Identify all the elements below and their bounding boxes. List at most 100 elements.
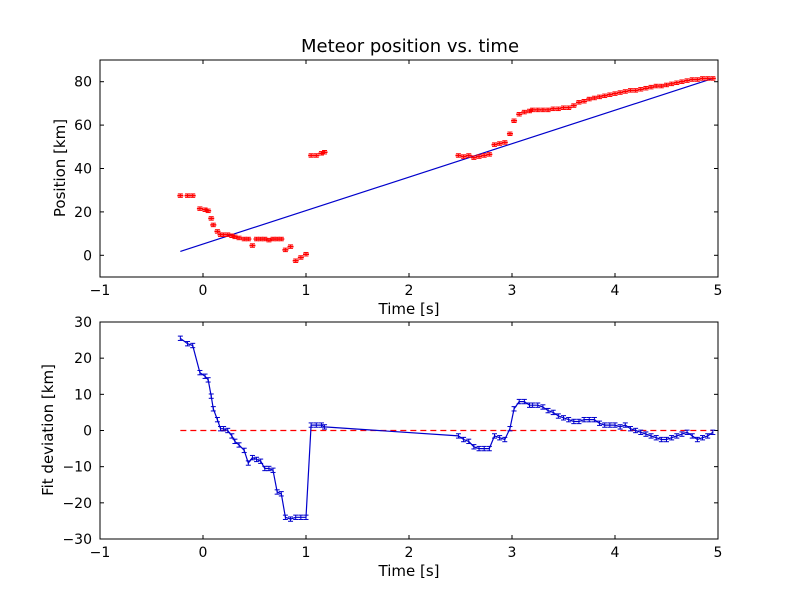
data-point	[633, 427, 639, 434]
x-tick-label: 3	[508, 283, 517, 299]
data-point	[476, 445, 482, 452]
data-point	[648, 433, 654, 439]
x-tick-label: 4	[611, 545, 620, 561]
data-point	[516, 112, 523, 117]
data-point	[511, 118, 518, 123]
data-point	[555, 413, 561, 419]
y-tick-label: 80	[74, 75, 92, 91]
data-point	[530, 402, 536, 408]
y-tick-label: −30	[62, 532, 92, 548]
data-point	[177, 335, 183, 341]
data-point	[710, 429, 716, 435]
data-point	[597, 420, 603, 426]
data-point	[540, 404, 546, 410]
x-tick-label: 3	[508, 545, 517, 561]
data-point	[668, 81, 675, 87]
data-point	[241, 447, 247, 454]
data-point	[709, 76, 716, 81]
data-point	[313, 153, 320, 158]
x-tick-label: 5	[714, 545, 723, 561]
data-point	[704, 76, 711, 81]
data-point	[638, 429, 644, 435]
y-tick-label: 20	[74, 351, 92, 367]
data-point	[642, 85, 649, 91]
data-point	[653, 435, 659, 441]
data-point	[481, 153, 488, 158]
data-point	[507, 426, 513, 432]
data-point	[210, 406, 216, 412]
x-tick-label: 2	[405, 545, 414, 561]
data-point	[184, 193, 191, 198]
data-point	[274, 489, 280, 495]
data-point	[627, 426, 633, 432]
data-point	[591, 416, 597, 423]
data-point	[601, 93, 608, 99]
data-point	[185, 341, 191, 347]
data-point	[208, 393, 214, 399]
data-point	[622, 89, 629, 94]
data-point	[617, 90, 624, 95]
data-point	[664, 436, 669, 443]
data-point	[648, 84, 655, 90]
x-tick-label: 2	[405, 283, 414, 299]
data-point	[534, 107, 541, 113]
data-point	[476, 154, 483, 159]
data-point	[565, 105, 572, 110]
data-point	[232, 438, 238, 445]
data-point	[254, 456, 260, 463]
data-point	[627, 88, 634, 93]
data-point	[282, 514, 288, 520]
data-point	[486, 152, 493, 157]
data-point	[298, 514, 304, 520]
data-point	[481, 445, 487, 452]
y-tick-label: 20	[74, 205, 92, 221]
data-point	[278, 491, 284, 497]
data-point	[461, 436, 467, 443]
data-point	[205, 208, 212, 214]
data-point	[225, 427, 231, 434]
data-point	[197, 369, 203, 376]
data-point	[606, 92, 613, 97]
data-point	[545, 407, 551, 414]
data-point	[293, 514, 299, 520]
data-point	[699, 76, 706, 81]
data-point	[602, 422, 608, 428]
data-point	[321, 149, 328, 155]
data-point	[208, 216, 215, 221]
data-point	[632, 88, 639, 93]
data-point	[694, 77, 701, 82]
x-axis-label-top: Time [s]	[378, 300, 440, 318]
data-point	[202, 373, 208, 379]
y-tick-label: −20	[62, 496, 92, 512]
x-axis-label-bottom: Time [s]	[378, 562, 440, 580]
data-point	[521, 398, 527, 405]
data-point	[502, 436, 508, 443]
data-point	[282, 247, 289, 253]
data-point	[586, 416, 592, 423]
data-point	[555, 106, 562, 112]
y-tick-label: 10	[74, 387, 92, 403]
data-point	[491, 433, 497, 439]
data-point	[694, 436, 700, 443]
position-chart: Meteor position vs. time −1 0 1 2 3 4 5 0 20 40 60…	[51, 36, 722, 318]
y-axis-label-bottom: Fit deviation [km]	[39, 364, 57, 496]
data-point	[287, 244, 294, 249]
data-point	[177, 193, 184, 198]
data-point	[581, 98, 588, 104]
data-point	[196, 206, 203, 211]
data-point	[466, 438, 472, 445]
data-point	[497, 435, 503, 441]
data-point	[673, 80, 680, 86]
data-point	[511, 406, 517, 412]
x-tick-label: 0	[199, 545, 208, 561]
data-point	[221, 426, 227, 432]
data-point	[229, 433, 235, 439]
data-point	[278, 236, 285, 242]
x-tick-label: 0	[199, 283, 208, 299]
data-point	[689, 433, 695, 439]
data-point	[586, 96, 593, 102]
y-tick-label: 30	[74, 315, 92, 331]
data-point	[550, 409, 556, 416]
data-point	[205, 377, 211, 383]
data-point	[189, 193, 196, 198]
